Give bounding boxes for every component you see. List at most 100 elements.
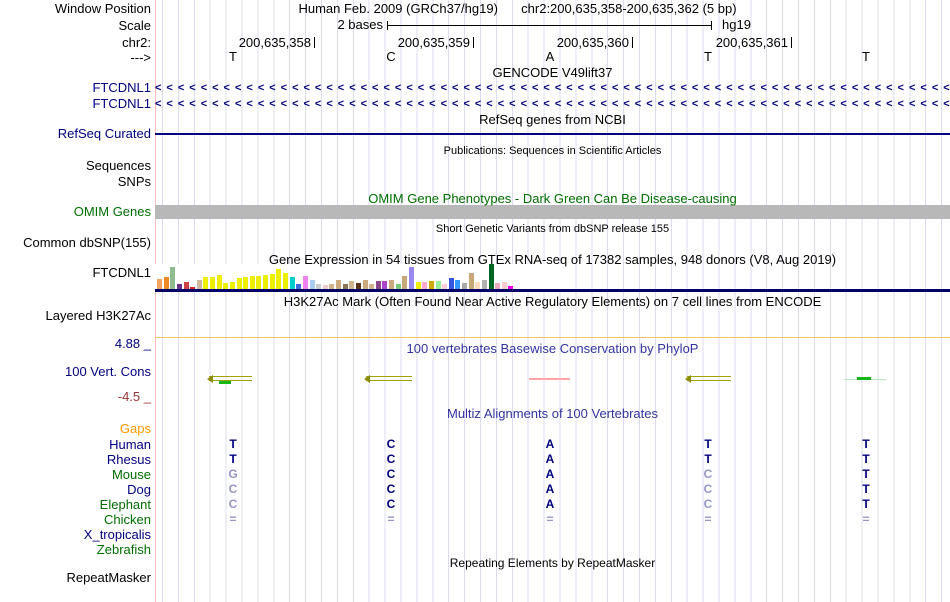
left-label-row[interactable]: ---> bbox=[130, 50, 151, 65]
left-label-scale[interactable]: Scale bbox=[118, 18, 151, 33]
alignment-base-rhesus: C bbox=[386, 452, 396, 466]
gtex-expression-bar[interactable] bbox=[256, 276, 262, 289]
gtex-expression-bar[interactable] bbox=[435, 281, 441, 289]
gtex-expression-bar[interactable] bbox=[508, 286, 514, 289]
gtex-expression-bar[interactable] bbox=[276, 269, 282, 289]
gtex-expression-bar[interactable] bbox=[428, 281, 434, 289]
gtex-expression-bar[interactable] bbox=[302, 276, 308, 289]
gtex-expression-bar[interactable] bbox=[309, 280, 315, 289]
gtex-expression-bar[interactable] bbox=[462, 283, 467, 289]
gtex-expression-bar[interactable] bbox=[243, 277, 249, 289]
gtex-expression-bar[interactable] bbox=[263, 275, 269, 289]
gtex-expression-bar[interactable] bbox=[157, 279, 162, 289]
gtex-expression-bar[interactable] bbox=[501, 282, 507, 289]
gtex-expression-bar[interactable] bbox=[415, 282, 421, 289]
gtex-expression-bar[interactable] bbox=[395, 284, 401, 289]
gtex-expression-bar[interactable] bbox=[183, 282, 189, 289]
gtex-expression-bar[interactable] bbox=[322, 285, 328, 289]
left-label-sequences[interactable]: Sequences bbox=[85, 158, 151, 173]
alignment-base-chicken: = bbox=[229, 512, 237, 526]
left-label-rhesus[interactable]: Rhesus bbox=[106, 452, 151, 467]
gtex-expression-bar[interactable] bbox=[342, 284, 348, 289]
gene-strand-arrows[interactable]: <<<<<<<<<<<<<<<<<<<<<<<<<<<<<<<<<<<<<<<<… bbox=[155, 82, 950, 94]
left-label-chr2[interactable]: chr2: bbox=[122, 35, 151, 50]
gtex-expression-bar[interactable] bbox=[442, 284, 448, 289]
h3k27ac-track-baseline[interactable] bbox=[155, 337, 950, 338]
omim-genes-track-bar[interactable] bbox=[155, 205, 950, 219]
left-label-layered-h3k27ac[interactable]: Layered H3K27Ac bbox=[45, 308, 151, 323]
left-label-gaps[interactable]: Gaps bbox=[119, 421, 151, 436]
alignment-base-elephant: C bbox=[703, 497, 713, 511]
gtex-expression-bar[interactable] bbox=[203, 277, 209, 289]
left-label-ftcdnl1[interactable]: FTCDNL1 bbox=[92, 265, 151, 280]
gtex-expression-bar[interactable] bbox=[481, 280, 487, 289]
gtex-expression-bar[interactable] bbox=[355, 283, 361, 289]
gtex-expression-bar[interactable] bbox=[375, 281, 381, 289]
gtex-expression-bar[interactable] bbox=[223, 283, 229, 289]
gtex-expression-bar[interactable] bbox=[296, 284, 302, 289]
track-title-gene-expression-in-54-tissues-from-gtex-rna-seq-of-17382-samples-948-donors-v8-aug-2019: Gene Expression in 54 tissues from GTEx … bbox=[268, 252, 837, 267]
gtex-expression-bar[interactable] bbox=[402, 276, 408, 289]
gtex-expression-bar[interactable] bbox=[495, 283, 501, 289]
gtex-expression-bar[interactable] bbox=[455, 280, 461, 289]
left-label-zebrafish[interactable]: Zebrafish bbox=[96, 542, 151, 557]
gtex-expression-bar[interactable] bbox=[210, 277, 215, 289]
gtex-expression-bar[interactable] bbox=[362, 280, 368, 289]
left-label-repeatmasker[interactable]: RepeatMasker bbox=[66, 570, 151, 585]
left-label-100-vert-cons[interactable]: 100 Vert. Cons bbox=[65, 364, 151, 379]
gtex-expression-bar[interactable] bbox=[422, 282, 428, 289]
alignment-base-chicken: = bbox=[704, 512, 712, 526]
conservation-mark[interactable] bbox=[685, 375, 731, 383]
gtex-expression-bar[interactable] bbox=[216, 275, 222, 289]
gtex-expression-bar[interactable] bbox=[196, 280, 202, 289]
gtex-expression-bar[interactable] bbox=[269, 274, 275, 289]
left-label-mouse[interactable]: Mouse bbox=[111, 467, 151, 482]
refseq-curated-track-line[interactable] bbox=[155, 133, 950, 135]
left-label-window-position[interactable]: Window Position bbox=[54, 1, 151, 16]
gtex-expression-bar[interactable] bbox=[336, 280, 341, 289]
gtex-expression-bar[interactable] bbox=[349, 281, 355, 289]
gtex-expression-bar[interactable] bbox=[475, 282, 481, 289]
track-title-omim-gene-phenotypes-dark-green-can-be-disease-causing: OMIM Gene Phenotypes - Dark Green Can Be… bbox=[368, 191, 737, 206]
left-label-snps[interactable]: SNPs bbox=[117, 174, 151, 189]
gtex-expression-bar[interactable] bbox=[176, 284, 182, 289]
left-label-4-5[interactable]: -4.5 _ bbox=[117, 389, 151, 404]
left-label-refseq-curated[interactable]: RefSeq Curated bbox=[57, 126, 151, 141]
left-label-omim-genes[interactable]: OMIM Genes bbox=[73, 204, 151, 219]
gtex-expression-bar[interactable] bbox=[448, 278, 454, 289]
conservation-mark[interactable] bbox=[529, 378, 570, 380]
gtex-expression-bar[interactable] bbox=[289, 277, 295, 289]
gtex-expression-bar[interactable] bbox=[468, 273, 474, 289]
left-label-dog[interactable]: Dog bbox=[127, 482, 151, 497]
gtex-expression-bar[interactable] bbox=[170, 267, 176, 289]
gtex-expression-bar[interactable] bbox=[488, 264, 494, 289]
conservation-mark[interactable] bbox=[364, 375, 412, 383]
gtex-expression-bar[interactable] bbox=[229, 282, 235, 289]
gtex-expression-bar[interactable] bbox=[329, 284, 335, 289]
gtex-expression-bar[interactable] bbox=[163, 277, 169, 289]
gtex-track-baseline[interactable] bbox=[155, 289, 950, 292]
left-label-ftcdnl1[interactable]: FTCDNL1 bbox=[92, 80, 151, 95]
window-left-boundary-line bbox=[155, 0, 156, 602]
gtex-expression-bar[interactable] bbox=[369, 284, 375, 289]
conservation-mark[interactable] bbox=[207, 375, 252, 383]
left-label-human[interactable]: Human bbox=[109, 437, 151, 452]
gtex-expression-bar[interactable] bbox=[389, 280, 394, 289]
left-label-4-88[interactable]: 4.88 _ bbox=[114, 336, 151, 351]
gtex-expression-bar[interactable] bbox=[408, 267, 414, 289]
gtex-expression-bar[interactable] bbox=[249, 276, 255, 289]
left-label-chicken[interactable]: Chicken bbox=[104, 512, 151, 527]
gtex-expression-bar[interactable] bbox=[236, 278, 242, 289]
left-label-elephant[interactable]: Elephant bbox=[99, 497, 151, 512]
left-label-ftcdnl1[interactable]: FTCDNL1 bbox=[92, 96, 151, 111]
gtex-expression-bar[interactable] bbox=[283, 273, 288, 289]
gtex-expression-bar[interactable] bbox=[316, 284, 322, 289]
gene-strand-arrows[interactable]: <<<<<<<<<<<<<<<<<<<<<<<<<<<<<<<<<<<<<<<<… bbox=[155, 98, 950, 110]
gtex-expression-bar[interactable] bbox=[382, 281, 388, 289]
gtex-expression-bar[interactable] bbox=[190, 287, 196, 289]
coordinate-label: 200,635,359 bbox=[397, 35, 470, 50]
left-label-common-dbsnp-155[interactable]: Common dbSNP(155) bbox=[23, 235, 151, 250]
assembly-title: Human Feb. 2009 (GRCh37/hg19) bbox=[298, 1, 498, 16]
left-label-x-tropicalis[interactable]: X_tropicalis bbox=[83, 527, 151, 542]
